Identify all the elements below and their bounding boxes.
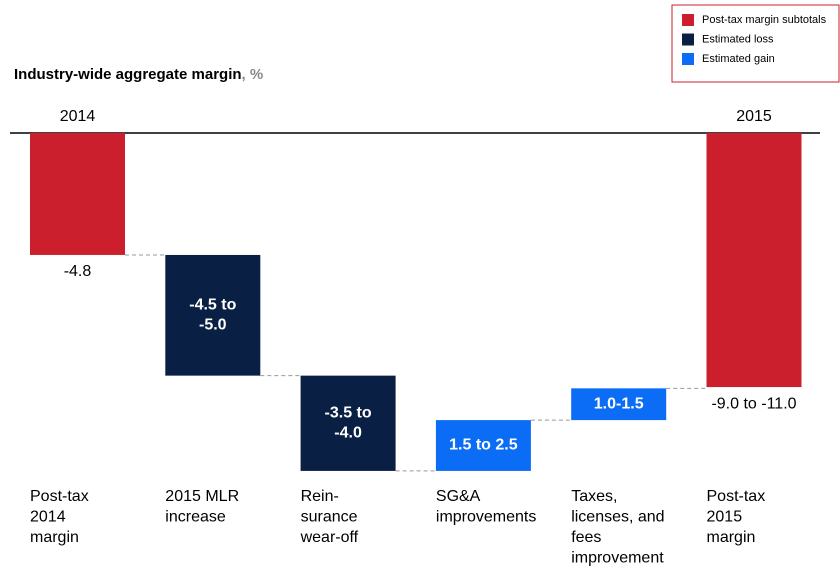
value-label: 1.5 to 2.5: [449, 437, 518, 454]
x-tick-label: margin: [30, 529, 79, 546]
legend-box: [671, 4, 840, 83]
x-tick-label: margin: [707, 529, 756, 546]
bar: [571, 388, 667, 421]
x-tick-label: surance: [301, 509, 358, 526]
legend-swatch: [682, 33, 694, 46]
legend-label: Post-tax margin subtotals: [702, 14, 827, 26]
legend-swatch: [682, 14, 694, 26]
x-tick-label: increase: [165, 509, 226, 526]
x-tick-label: 2014: [30, 509, 66, 526]
x-tick-label: SG&A: [436, 488, 481, 505]
title-unit: , %: [242, 66, 264, 83]
x-tick-label: licenses, and: [571, 509, 664, 526]
value-label: -3.5 to -4.0: [325, 404, 372, 441]
top-label: 2014: [60, 108, 96, 125]
value-label: -9.0 to -11.0: [711, 395, 796, 412]
legend-label: Estimated loss: [702, 33, 774, 45]
x-tick-label: 2015: [707, 509, 743, 526]
x-tick-label: improvement: [571, 550, 664, 567]
bar: [435, 420, 531, 471]
x-tick-label: wear-off: [300, 529, 359, 546]
bar: [165, 254, 261, 376]
title-text: Industry-wide aggregate margin: [14, 66, 242, 83]
bar: [706, 133, 802, 388]
value-label: 1.0-1.5: [594, 395, 644, 412]
value-label: -4.5 to -5.0: [189, 297, 236, 334]
top-label: 2015: [736, 108, 772, 125]
x-tick-label: fees: [571, 529, 601, 546]
x-tick-label: 2015 MLR: [165, 488, 239, 505]
x-tick-label: Rein-: [301, 488, 339, 505]
bar: [300, 375, 396, 471]
bar: [30, 133, 125, 255]
value-label: -4.8: [64, 263, 92, 280]
x-tick-label: Post-tax: [30, 488, 89, 505]
x-tick-label: Post-tax: [707, 488, 766, 505]
x-tick-label: Taxes,: [571, 488, 617, 505]
legend-label: Estimated gain: [702, 53, 775, 65]
x-tick-label: improvements: [436, 509, 536, 526]
legend-swatch: [682, 53, 694, 65]
chart-title: Industry-wide aggregate margin, %: [14, 66, 263, 83]
